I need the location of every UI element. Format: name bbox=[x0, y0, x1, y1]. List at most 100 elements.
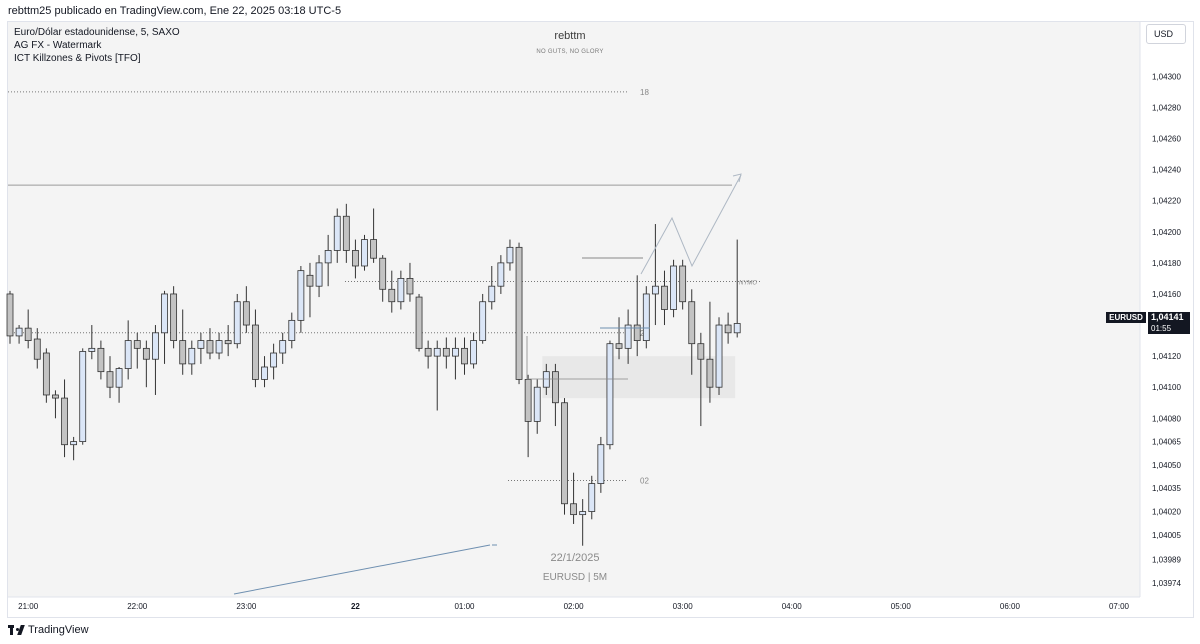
candle-body bbox=[242, 301, 250, 326]
candle-body bbox=[633, 324, 641, 341]
candle-body bbox=[188, 347, 196, 365]
fvg-box bbox=[542, 356, 736, 399]
candle-body bbox=[342, 215, 350, 251]
candle-body bbox=[224, 340, 232, 345]
legend-indicator-killzones[interactable]: ICT Killzones & Pivots [TFO] bbox=[14, 53, 141, 64]
candle-body bbox=[642, 293, 650, 341]
level-label: 18 bbox=[640, 88, 649, 97]
candle-body bbox=[579, 511, 587, 516]
candle-body bbox=[561, 402, 568, 505]
price-tick-label: 1,03989 bbox=[1152, 556, 1181, 565]
trendline bbox=[233, 544, 491, 595]
candle-body bbox=[270, 352, 278, 368]
candle-body bbox=[515, 246, 523, 380]
candle-body bbox=[306, 274, 314, 287]
candle-body bbox=[88, 347, 96, 352]
candle-body bbox=[715, 324, 723, 388]
footer: TradingView bbox=[8, 624, 89, 636]
time-axis: 21:00 22:00 23:00 22 01:00 02:00 03:00 04:00 05:… bbox=[8, 596, 1140, 611]
price-tick-label: 1,04080 bbox=[1152, 414, 1181, 423]
candle-body bbox=[497, 262, 505, 287]
price-tick-label: 1,04120 bbox=[1152, 352, 1181, 361]
candle-body bbox=[315, 262, 323, 287]
price-tick-label: 1,04300 bbox=[1152, 72, 1181, 81]
candle-body bbox=[52, 394, 59, 399]
fvg-zone bbox=[542, 356, 736, 399]
legend: Euro/Dólar estadounidense, 5, SAXO AG FX… bbox=[14, 26, 180, 65]
time-tick-label: 05:00 bbox=[891, 602, 912, 611]
candle-body bbox=[97, 347, 105, 373]
drawn-bracket bbox=[526, 336, 628, 380]
candle-body bbox=[379, 257, 387, 290]
time-tick-label: 07:00 bbox=[1109, 602, 1130, 611]
candle-body bbox=[624, 324, 632, 349]
time-tick-label: 02:00 bbox=[564, 602, 585, 611]
price-tick-label: 1,04280 bbox=[1152, 103, 1181, 112]
candle-body bbox=[197, 340, 205, 349]
price-tick-label: 1,04180 bbox=[1152, 259, 1181, 268]
price-tick-label: 1,04065 bbox=[1152, 438, 1181, 447]
candle-body bbox=[461, 347, 468, 365]
candle-body bbox=[706, 358, 714, 388]
candle-body bbox=[433, 347, 441, 357]
legend-symbol[interactable]: Euro/Dólar estadounidense, 5, SAXO bbox=[14, 27, 180, 38]
drawings bbox=[233, 173, 742, 595]
candle-body bbox=[415, 296, 423, 349]
candle-body bbox=[442, 347, 450, 357]
price-tick-label: 1,04200 bbox=[1152, 228, 1181, 237]
candle-body bbox=[397, 278, 405, 303]
key-levels: 18NYMO2202 bbox=[8, 88, 760, 485]
time-tick-label: 22 bbox=[351, 602, 360, 611]
candle-body bbox=[179, 340, 187, 365]
candle-body bbox=[297, 270, 305, 321]
candle-body bbox=[252, 324, 259, 380]
price-tick-label: 1,04100 bbox=[1152, 383, 1181, 392]
candle-body bbox=[597, 444, 605, 484]
candle-body bbox=[106, 371, 114, 388]
price-axis: 1,04300 1,04280 1,04260 1,04240 1,04220 1,042… bbox=[1139, 22, 1181, 597]
price-tick-label: 1,04005 bbox=[1152, 531, 1181, 540]
candle-body bbox=[452, 347, 459, 357]
legend-indicator-watermark[interactable]: AG FX - Watermark bbox=[14, 40, 102, 51]
candle-body bbox=[524, 379, 532, 422]
last-price: 1,04141 bbox=[1151, 312, 1184, 322]
currency-button[interactable]: USD bbox=[1146, 24, 1186, 44]
level-label: NYMO bbox=[739, 281, 757, 287]
candle-body bbox=[542, 371, 550, 388]
candle-body bbox=[361, 239, 368, 267]
price-tick-label: 1,03974 bbox=[1152, 579, 1181, 588]
candle-body bbox=[388, 288, 396, 303]
watermark-subtitle: NO GUTS, NO GLORY bbox=[536, 49, 604, 55]
candle-body bbox=[488, 285, 496, 303]
candle-body bbox=[424, 347, 432, 357]
candle-body bbox=[33, 338, 41, 360]
price-tick-label: 1,04050 bbox=[1152, 461, 1181, 470]
candle-body bbox=[615, 343, 623, 349]
candle-body bbox=[161, 293, 168, 334]
symbol-price-tag: EURUSD bbox=[1106, 312, 1146, 323]
candle-body bbox=[479, 301, 487, 341]
candle-body bbox=[670, 265, 677, 310]
candle-body bbox=[215, 340, 223, 354]
candle-body bbox=[370, 239, 378, 259]
candle-body bbox=[115, 368, 123, 388]
time-tick-label: 06:00 bbox=[1000, 602, 1021, 611]
candle-body bbox=[588, 483, 596, 512]
candle-body bbox=[506, 246, 514, 264]
bar-countdown: 01:55 bbox=[1151, 324, 1172, 333]
watermark-title: rebttm bbox=[554, 30, 586, 42]
candle-body bbox=[6, 293, 14, 337]
candle-body bbox=[406, 278, 414, 295]
candle-body bbox=[233, 301, 241, 345]
candle-body bbox=[470, 340, 477, 365]
price-tick-label: 1,04020 bbox=[1152, 508, 1181, 517]
candle-body bbox=[724, 324, 732, 334]
candle-body bbox=[651, 285, 659, 295]
watermark-symbol: EURUSD | 5M bbox=[542, 572, 608, 583]
candle-body bbox=[133, 340, 141, 349]
footer-brand[interactable]: TradingView bbox=[28, 624, 89, 636]
watermark-date: 22/1/2025 bbox=[550, 552, 600, 564]
candle-body bbox=[79, 351, 87, 442]
candle-body bbox=[206, 340, 214, 354]
